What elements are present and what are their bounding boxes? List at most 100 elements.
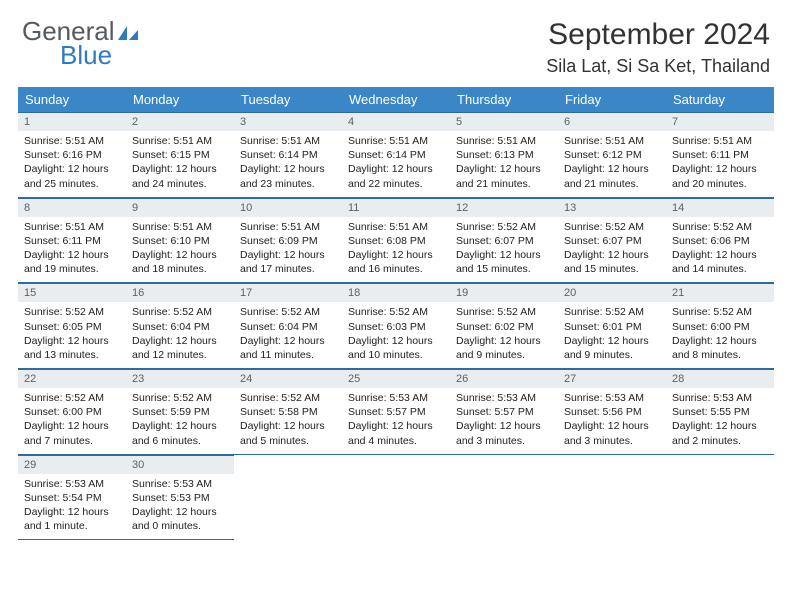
daylight-line: Daylight: 12 hours and 3 minutes. [456, 419, 552, 447]
sunset-line: Sunset: 5:57 PM [348, 405, 444, 419]
calendar-cell: 19Sunrise: 5:52 AMSunset: 6:02 PMDayligh… [450, 283, 558, 369]
sunrise-line: Sunrise: 5:53 AM [564, 391, 660, 405]
day-data: Sunrise: 5:52 AMSunset: 5:59 PMDaylight:… [126, 388, 234, 454]
calendar-cell: 5Sunrise: 5:51 AMSunset: 6:13 PMDaylight… [450, 112, 558, 197]
calendar-cell: 4Sunrise: 5:51 AMSunset: 6:14 PMDaylight… [342, 112, 450, 197]
month-title: September 2024 [546, 18, 770, 52]
sunrise-line: Sunrise: 5:52 AM [672, 220, 768, 234]
daylight-line: Daylight: 12 hours and 2 minutes. [672, 419, 768, 447]
sunset-line: Sunset: 6:09 PM [240, 234, 336, 248]
sunrise-line: Sunrise: 5:51 AM [24, 220, 120, 234]
calendar-row: 15Sunrise: 5:52 AMSunset: 6:05 PMDayligh… [18, 283, 774, 369]
sunrise-line: Sunrise: 5:51 AM [672, 134, 768, 148]
sunset-line: Sunset: 6:00 PM [672, 320, 768, 334]
day-number: 19 [450, 283, 558, 302]
daylight-line: Daylight: 12 hours and 15 minutes. [456, 248, 552, 276]
daylight-line: Daylight: 12 hours and 7 minutes. [24, 419, 120, 447]
calendar-cell: 7Sunrise: 5:51 AMSunset: 6:11 PMDaylight… [666, 112, 774, 197]
day-number: 9 [126, 198, 234, 217]
header: GeneralBlue September 2024 Sila Lat, Si … [0, 0, 792, 83]
sunrise-line: Sunrise: 5:51 AM [348, 220, 444, 234]
daylight-line: Daylight: 12 hours and 12 minutes. [132, 334, 228, 362]
calendar-cell: 1Sunrise: 5:51 AMSunset: 6:16 PMDaylight… [18, 112, 126, 197]
day-data: Sunrise: 5:52 AMSunset: 6:03 PMDaylight:… [342, 302, 450, 368]
sunrise-line: Sunrise: 5:51 AM [24, 134, 120, 148]
daylight-line: Daylight: 12 hours and 23 minutes. [240, 162, 336, 190]
day-data: Sunrise: 5:52 AMSunset: 6:07 PMDaylight:… [450, 217, 558, 283]
sunrise-line: Sunrise: 5:51 AM [348, 134, 444, 148]
sunrise-line: Sunrise: 5:52 AM [132, 305, 228, 319]
day-number: 12 [450, 198, 558, 217]
daylight-line: Daylight: 12 hours and 11 minutes. [240, 334, 336, 362]
calendar-cell: 13Sunrise: 5:52 AMSunset: 6:07 PMDayligh… [558, 197, 666, 283]
daylight-line: Daylight: 12 hours and 3 minutes. [564, 419, 660, 447]
sunrise-line: Sunrise: 5:51 AM [564, 134, 660, 148]
daylight-line: Daylight: 12 hours and 19 minutes. [24, 248, 120, 276]
weekday-header: Tuesday [234, 87, 342, 112]
daylight-line: Daylight: 12 hours and 6 minutes. [132, 419, 228, 447]
daylight-line: Daylight: 12 hours and 22 minutes. [348, 162, 444, 190]
day-number: 15 [18, 283, 126, 302]
sunrise-line: Sunrise: 5:53 AM [24, 477, 120, 491]
day-number: 16 [126, 283, 234, 302]
day-number: 29 [18, 455, 126, 474]
calendar-cell: 28Sunrise: 5:53 AMSunset: 5:55 PMDayligh… [666, 369, 774, 455]
calendar-cell: 23Sunrise: 5:52 AMSunset: 5:59 PMDayligh… [126, 369, 234, 455]
day-data: Sunrise: 5:51 AMSunset: 6:09 PMDaylight:… [234, 217, 342, 283]
sunrise-line: Sunrise: 5:52 AM [348, 305, 444, 319]
daylight-line: Daylight: 12 hours and 15 minutes. [564, 248, 660, 276]
sunrise-line: Sunrise: 5:52 AM [564, 305, 660, 319]
sunset-line: Sunset: 5:53 PM [132, 491, 228, 505]
daylight-line: Daylight: 12 hours and 0 minutes. [132, 505, 228, 533]
day-data: Sunrise: 5:51 AMSunset: 6:11 PMDaylight:… [666, 131, 774, 197]
day-number: 24 [234, 369, 342, 388]
calendar-row: 22Sunrise: 5:52 AMSunset: 6:00 PMDayligh… [18, 369, 774, 455]
calendar-cell: 3Sunrise: 5:51 AMSunset: 6:14 PMDaylight… [234, 112, 342, 197]
sunrise-line: Sunrise: 5:52 AM [564, 220, 660, 234]
calendar-cell: 18Sunrise: 5:52 AMSunset: 6:03 PMDayligh… [342, 283, 450, 369]
day-data: Sunrise: 5:51 AMSunset: 6:15 PMDaylight:… [126, 131, 234, 197]
day-number: 21 [666, 283, 774, 302]
day-data: Sunrise: 5:52 AMSunset: 6:00 PMDaylight:… [18, 388, 126, 454]
calendar-row: 1Sunrise: 5:51 AMSunset: 6:16 PMDaylight… [18, 112, 774, 197]
day-number: 23 [126, 369, 234, 388]
day-data: Sunrise: 5:53 AMSunset: 5:55 PMDaylight:… [666, 388, 774, 454]
calendar-table: Sunday Monday Tuesday Wednesday Thursday… [18, 87, 774, 540]
sunrise-line: Sunrise: 5:51 AM [132, 134, 228, 148]
daylight-line: Daylight: 12 hours and 17 minutes. [240, 248, 336, 276]
daylight-line: Daylight: 12 hours and 10 minutes. [348, 334, 444, 362]
calendar-cell: 27Sunrise: 5:53 AMSunset: 5:56 PMDayligh… [558, 369, 666, 455]
day-number: 18 [342, 283, 450, 302]
calendar-row: 8Sunrise: 5:51 AMSunset: 6:11 PMDaylight… [18, 197, 774, 283]
sunset-line: Sunset: 6:02 PM [456, 320, 552, 334]
weekday-header: Wednesday [342, 87, 450, 112]
day-number: 4 [342, 112, 450, 131]
sunset-line: Sunset: 5:55 PM [672, 405, 768, 419]
day-number: 20 [558, 283, 666, 302]
sunset-line: Sunset: 6:07 PM [564, 234, 660, 248]
sunrise-line: Sunrise: 5:51 AM [240, 134, 336, 148]
sunrise-line: Sunrise: 5:52 AM [240, 305, 336, 319]
weekday-header: Monday [126, 87, 234, 112]
day-data: Sunrise: 5:51 AMSunset: 6:11 PMDaylight:… [18, 217, 126, 283]
calendar-cell [450, 454, 558, 540]
calendar-cell: 10Sunrise: 5:51 AMSunset: 6:09 PMDayligh… [234, 197, 342, 283]
sunrise-line: Sunrise: 5:52 AM [24, 305, 120, 319]
sunset-line: Sunset: 6:06 PM [672, 234, 768, 248]
calendar-cell: 9Sunrise: 5:51 AMSunset: 6:10 PMDaylight… [126, 197, 234, 283]
sunset-line: Sunset: 6:12 PM [564, 148, 660, 162]
day-data: Sunrise: 5:51 AMSunset: 6:08 PMDaylight:… [342, 217, 450, 283]
sunrise-line: Sunrise: 5:52 AM [240, 391, 336, 405]
day-number: 10 [234, 198, 342, 217]
day-number: 17 [234, 283, 342, 302]
sunrise-line: Sunrise: 5:52 AM [672, 305, 768, 319]
day-data: Sunrise: 5:53 AMSunset: 5:53 PMDaylight:… [126, 474, 234, 540]
sunrise-line: Sunrise: 5:53 AM [672, 391, 768, 405]
sunrise-line: Sunrise: 5:53 AM [132, 477, 228, 491]
sunset-line: Sunset: 6:07 PM [456, 234, 552, 248]
calendar-cell [666, 454, 774, 540]
sunset-line: Sunset: 6:04 PM [132, 320, 228, 334]
sunset-line: Sunset: 6:15 PM [132, 148, 228, 162]
weekday-header: Thursday [450, 87, 558, 112]
sunrise-line: Sunrise: 5:51 AM [456, 134, 552, 148]
